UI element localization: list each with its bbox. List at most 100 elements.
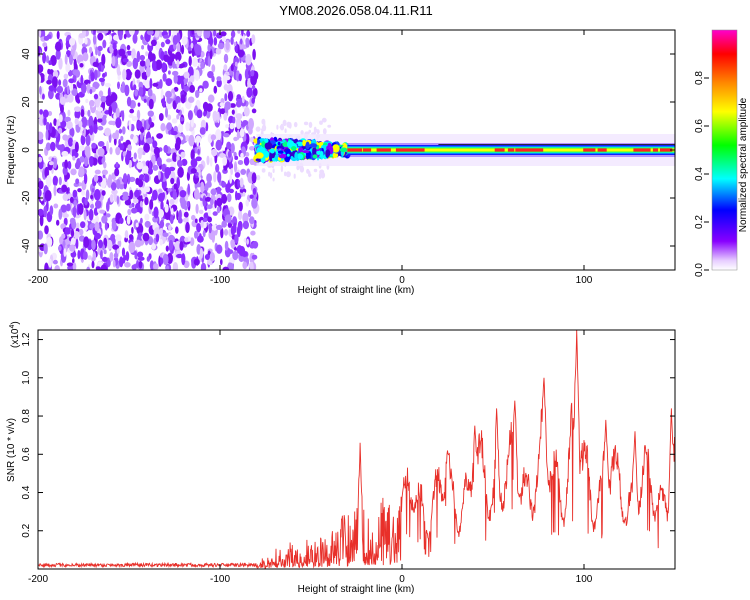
spectrogram-noise-cell — [152, 189, 158, 201]
spectrogram-noise-cell — [69, 37, 76, 46]
spectrogram-signal-cell — [255, 158, 262, 162]
spectrogram-noise-cell — [59, 96, 66, 105]
spectrogram-signal-cell — [325, 149, 331, 157]
spectrogram-noise-cell — [125, 251, 130, 262]
spectrogram-noise-cell — [235, 100, 242, 108]
spectrogram-noise-cell — [66, 121, 73, 130]
spectrogram-noise-cell — [146, 30, 154, 36]
spectrogram-noise-cell — [115, 107, 120, 119]
spectrogram-noise-cell — [145, 66, 151, 78]
spectrogram-noise-cell — [173, 86, 179, 92]
spectrogram-noise-cell — [162, 73, 167, 82]
colorbar-label: Normalized spectral amplitude — [738, 97, 749, 232]
spectrogram-noise-cell — [190, 158, 198, 168]
spectrogram-noise-cell — [81, 116, 88, 128]
spectrogram-y-tick-label: -20 — [21, 190, 32, 205]
spectrogram-noise-cell — [207, 94, 215, 103]
spectrogram-noise-cell — [207, 71, 214, 79]
spectrogram-noise-cell — [176, 253, 183, 259]
spectrogram-noise-cell — [80, 109, 85, 118]
spectrogram-noise-cell — [228, 162, 234, 170]
spectrogram-noise-cell — [164, 167, 172, 176]
spectrogram-noise-cell — [53, 118, 57, 126]
spectrogram-noise-cell — [44, 166, 49, 179]
spectrogram-noise-cell — [102, 39, 107, 49]
spectrogram-noise-cell — [38, 156, 43, 163]
spectrogram-noise-cell — [203, 217, 208, 222]
spectrogram-noise-cell — [106, 140, 109, 152]
spectrogram-noise-cell — [203, 30, 208, 40]
spectrogram-signal-cell — [302, 150, 310, 154]
spectrogram-noise-cell — [250, 230, 256, 236]
spectrogram-noise-cell — [161, 62, 167, 73]
spectrogram-noise-cell — [225, 39, 230, 51]
spectrogram-noise-cell — [44, 71, 48, 83]
spectrogram-noise-cell — [58, 114, 63, 123]
spectrogram-noise-cell — [184, 237, 189, 243]
spectrogram-noise-cell — [188, 134, 195, 147]
spectrogram-noise-cell — [143, 186, 147, 195]
spectrogram-noise-cell — [42, 109, 49, 118]
spectrogram-band-core — [395, 148, 425, 152]
spectrogram-noise-cell — [172, 70, 179, 76]
spectrogram-noise-cell — [236, 94, 242, 100]
spectrogram-noise-cell — [164, 203, 169, 213]
spectrogram-noise-cell — [207, 55, 211, 67]
spectrogram-noise-cell — [101, 215, 108, 224]
snr-multiplier-label: (x104) — [9, 321, 21, 348]
spectrogram-noise-cell — [98, 239, 103, 249]
spectrogram-noise-cell — [172, 191, 178, 200]
spectrogram-noise-cell — [148, 98, 154, 110]
spectrogram-noise-cell — [70, 237, 76, 246]
spectrogram-noise-cell — [178, 209, 182, 221]
spectrogram-noise-cell — [161, 98, 165, 105]
snr-x-tick-label: 100 — [576, 574, 593, 585]
spectrogram-noise-cell — [87, 109, 91, 117]
spectrogram-noise-cell — [125, 153, 130, 166]
spectrogram-noise-cell — [79, 156, 85, 163]
spectrogram-noise-cell — [131, 226, 134, 234]
spectrogram-noise-cell — [234, 155, 239, 160]
spectrogram-faint-cell — [284, 128, 287, 133]
spectrogram-noise-cell — [251, 34, 256, 44]
spectrogram-noise-cell — [47, 111, 53, 116]
spectrogram-noise-cell — [46, 79, 52, 85]
spectrogram-noise-cell — [243, 106, 250, 117]
spectrogram-noise-cell — [114, 234, 122, 242]
spectrogram-noise-cell — [126, 173, 131, 185]
spectrogram-noise-cell — [142, 232, 150, 242]
spectrogram-noise-cell — [198, 209, 204, 214]
spectrogram-noise-cell — [153, 206, 159, 219]
spectrogram-faint-cell — [306, 168, 310, 174]
spectrogram-signal-cell — [264, 138, 269, 143]
spectrogram-noise-cell — [133, 84, 137, 91]
spectrogram-noise-cell — [194, 230, 198, 239]
spectrogram-noise-cell — [93, 123, 98, 134]
spectrogram-noise-cell — [207, 206, 211, 217]
spectrogram-noise-cell — [140, 217, 143, 224]
spectrogram-noise-cell — [111, 189, 118, 195]
spectrogram-faint-cell — [288, 122, 292, 129]
spectrogram-noise-cell — [137, 251, 144, 258]
spectrogram-noise-cell — [67, 93, 74, 103]
spectrogram-noise-cell — [215, 163, 220, 173]
spectrogram-noise-cell — [49, 205, 54, 216]
spectrogram-noise-cell — [83, 236, 90, 248]
spectrogram-noise-cell — [242, 220, 249, 230]
spectrogram-noise-cell — [143, 98, 147, 103]
spectrogram-noise-cell — [196, 223, 202, 233]
spectrogram-noise-cell — [235, 192, 242, 201]
spectrogram-marks — [38, 30, 675, 270]
spectrogram-noise-cell — [144, 174, 150, 183]
spectrogram-noise-cell — [233, 136, 239, 142]
colorbar-tick-label: 0.4 — [694, 167, 705, 181]
spectrogram-noise-cell — [172, 61, 176, 69]
spectrogram-noise-cell — [222, 74, 228, 85]
spectrogram-noise-cell — [134, 89, 139, 97]
spectrogram-noise-cell — [142, 166, 149, 174]
spectrogram-noise-cell — [195, 172, 199, 177]
spectrogram-noise-cell — [207, 43, 211, 53]
spectrogram-noise-cell — [200, 119, 206, 130]
spectrogram-noise-cell — [104, 127, 111, 137]
